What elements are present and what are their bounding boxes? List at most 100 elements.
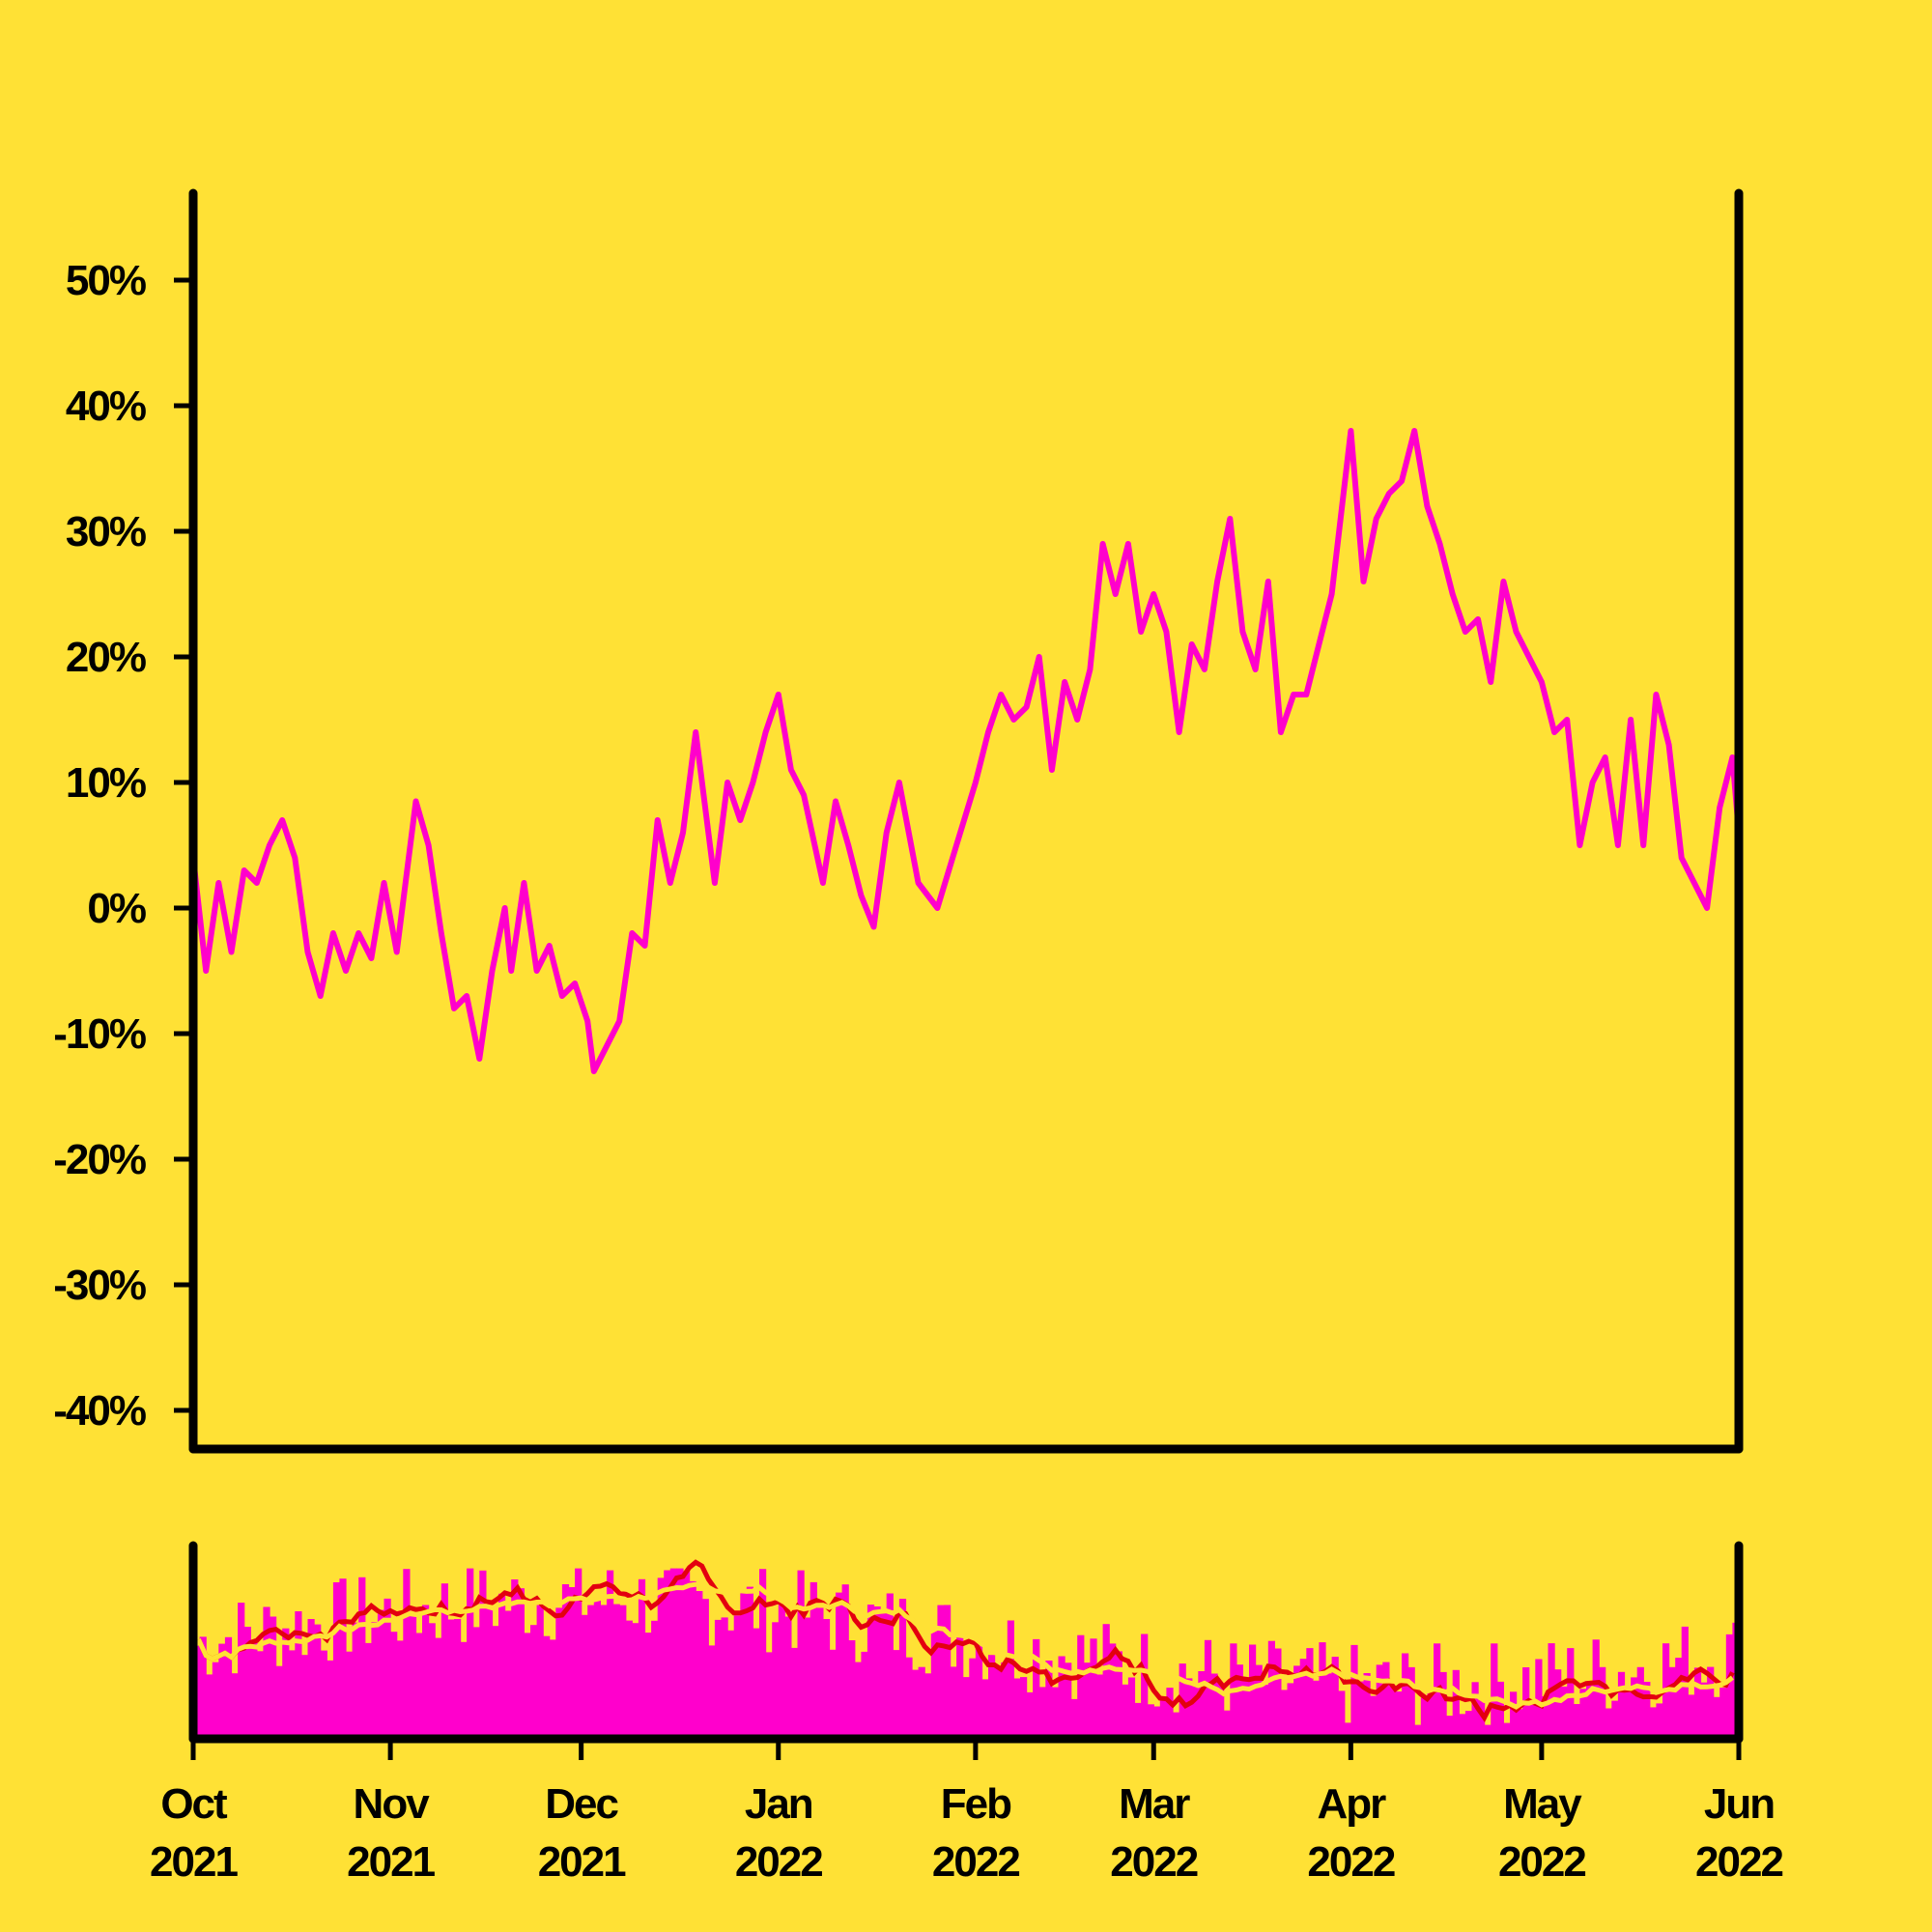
volume-bar <box>867 1605 875 1739</box>
volume-bar <box>1312 1680 1320 1739</box>
y-tick-label: 20% <box>66 634 146 681</box>
volume-bar <box>727 1630 735 1739</box>
volume-bar <box>937 1605 945 1739</box>
volume-bar <box>1147 1704 1154 1739</box>
volume-bar <box>1159 1696 1167 1739</box>
volume-bar <box>1535 1659 1543 1739</box>
volume-bar <box>676 1568 684 1739</box>
volume-bar <box>1649 1707 1657 1739</box>
volume-bar <box>625 1620 633 1739</box>
volume-bar <box>1013 1678 1021 1739</box>
volume-bar <box>1643 1682 1651 1739</box>
volume-bar <box>861 1651 868 1739</box>
volume-bar <box>1115 1651 1122 1739</box>
volume-bar <box>1707 1666 1715 1739</box>
volume-bar <box>1688 1694 1695 1739</box>
volume-bar <box>1096 1674 1104 1739</box>
y-tick-label: 40% <box>66 383 146 430</box>
volume-bar <box>962 1677 970 1739</box>
volume-bar <box>1249 1644 1257 1739</box>
volume-bar <box>848 1640 856 1739</box>
volume-bar <box>1427 1689 1435 1739</box>
volume-bar <box>206 1674 213 1739</box>
x-tick-label: Mar 2022 <box>1110 1780 1197 1886</box>
volume-bar <box>1306 1648 1314 1739</box>
volume-bar <box>1274 1648 1282 1739</box>
volume-bar <box>893 1650 900 1739</box>
volume-bar <box>912 1669 920 1739</box>
volume-bar <box>1141 1634 1149 1739</box>
volume-bar <box>524 1633 531 1739</box>
volume-bar <box>1388 1686 1397 1739</box>
volume-bar <box>593 1600 601 1739</box>
volume-bar <box>384 1598 391 1739</box>
volume-bar <box>1725 1634 1733 1739</box>
volume-bar <box>320 1650 327 1739</box>
volume-bar <box>1127 1677 1136 1739</box>
volume-bar <box>1611 1700 1619 1739</box>
volume-bar <box>1370 1695 1378 1739</box>
volume-bar <box>657 1577 665 1739</box>
x-tick-label: May 2022 <box>1498 1780 1585 1886</box>
volume-bar <box>784 1616 792 1739</box>
volume-bar <box>1255 1664 1263 1739</box>
volume-bar <box>1636 1666 1644 1739</box>
x-tick-label: Jun 2022 <box>1695 1780 1782 1886</box>
volume-bar <box>1459 1714 1466 1739</box>
volume-bar <box>1236 1664 1243 1739</box>
volume-bar <box>1478 1700 1486 1739</box>
volume-bar <box>1719 1688 1727 1739</box>
volume-bar <box>1516 1709 1523 1739</box>
volume-bar <box>199 1636 207 1739</box>
volume-bar <box>638 1578 646 1739</box>
volume-bar <box>1090 1638 1097 1739</box>
x-tick-label: Dec 2021 <box>538 1780 626 1886</box>
volume-bar <box>740 1590 748 1739</box>
volume-bar <box>1382 1662 1390 1739</box>
volume-bar <box>415 1633 423 1739</box>
volume-bar <box>212 1662 219 1739</box>
x-tick-month: Nov <box>354 1780 431 1828</box>
volume-bar <box>854 1662 862 1739</box>
volume-bar <box>332 1582 341 1739</box>
volume-bar <box>1122 1684 1129 1739</box>
volume-bar <box>683 1571 691 1739</box>
volume-bar <box>575 1568 582 1739</box>
volume-bar <box>1554 1669 1562 1739</box>
volume-bar <box>327 1660 334 1739</box>
volume-bar <box>1026 1691 1034 1739</box>
volume-bar <box>1605 1708 1612 1739</box>
x-tick-label: Oct 2021 <box>150 1780 238 1886</box>
volume-bar <box>994 1666 1002 1739</box>
volume-bar <box>1038 1687 1046 1739</box>
volume-bar <box>873 1606 881 1739</box>
volume-bar <box>632 1623 639 1739</box>
volume-bar <box>409 1615 417 1739</box>
volume-bar <box>1656 1703 1663 1739</box>
volume-bar <box>1134 1702 1142 1739</box>
volume-bar <box>1045 1661 1053 1739</box>
volume-bar <box>1350 1644 1358 1739</box>
volume-bar <box>1173 1712 1180 1739</box>
volume-bar <box>950 1666 957 1739</box>
x-tick-month: Mar <box>1119 1780 1190 1828</box>
volume-bar <box>1560 1686 1568 1739</box>
volume-bar <box>238 1603 245 1739</box>
volume-bar <box>472 1627 480 1739</box>
volume-bar <box>1262 1685 1269 1739</box>
volume-bar <box>256 1651 264 1739</box>
volume-bar <box>1573 1704 1580 1739</box>
x-tick-year: 2022 <box>1307 1838 1394 1886</box>
volume-bar <box>295 1611 302 1739</box>
volume-bar <box>918 1666 925 1739</box>
x-tick-month: Jan <box>745 1780 812 1828</box>
volume-bar <box>300 1655 309 1739</box>
volume-bar <box>1166 1688 1174 1739</box>
volume-bar <box>1363 1673 1371 1739</box>
y-tick-label: 0% <box>87 885 145 932</box>
volume-bar <box>498 1593 506 1739</box>
volume-bar <box>492 1626 499 1739</box>
x-tick-year: 2022 <box>932 1838 1019 1886</box>
y-axis: 50% 40% 30% 20% 10% 0% -10% -20% -30% -40% <box>53 257 193 1435</box>
volume-bar <box>364 1642 372 1739</box>
